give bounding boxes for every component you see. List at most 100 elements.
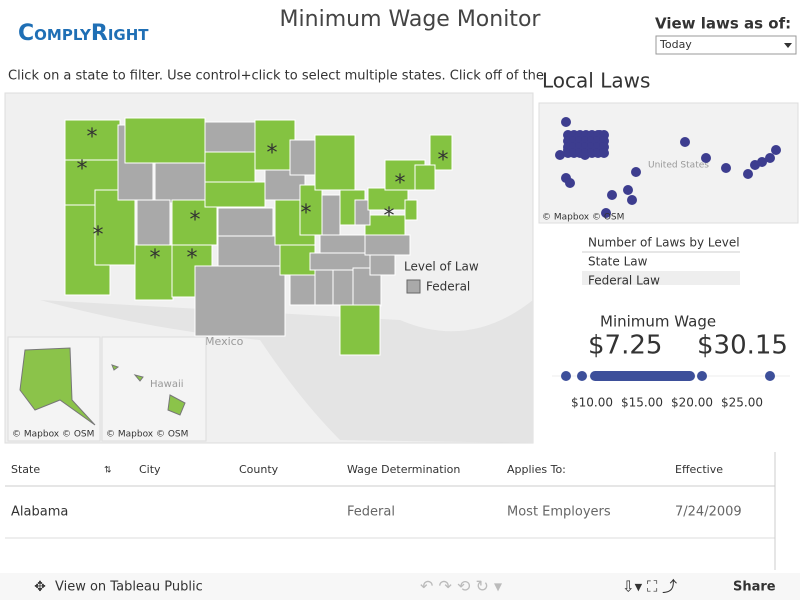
state bbox=[124, 117, 206, 164]
state bbox=[194, 265, 286, 337]
wage-low: $7.25 bbox=[588, 331, 662, 361]
sort-icon: ⇅ bbox=[104, 466, 112, 476]
state bbox=[279, 244, 316, 276]
law-marker: * bbox=[438, 148, 449, 173]
hawaii bbox=[111, 364, 186, 416]
state bbox=[314, 269, 334, 306]
state bbox=[364, 234, 411, 256]
law-dot bbox=[561, 117, 571, 127]
state bbox=[369, 254, 396, 276]
state bbox=[309, 252, 376, 271]
state bbox=[217, 207, 274, 237]
law-marker: * bbox=[150, 246, 161, 271]
law-marker: * bbox=[93, 223, 104, 248]
law-marker: * bbox=[395, 171, 406, 196]
law-marker: * bbox=[267, 141, 278, 166]
state bbox=[414, 164, 436, 191]
wage-tick: $20.00 bbox=[671, 396, 713, 410]
state bbox=[217, 235, 284, 267]
alaska bbox=[19, 347, 96, 426]
state bbox=[339, 304, 381, 356]
state bbox=[321, 194, 341, 236]
state bbox=[204, 151, 256, 183]
law-dot bbox=[601, 208, 611, 218]
state bbox=[332, 269, 354, 306]
level-item[interactable]: State Law bbox=[588, 255, 648, 269]
law-dot bbox=[771, 145, 781, 155]
state bbox=[319, 234, 371, 254]
law-dot bbox=[631, 167, 641, 177]
table-header: City bbox=[139, 463, 161, 476]
wage-tick: $10.00 bbox=[571, 396, 613, 410]
table-header: State bbox=[11, 463, 40, 476]
toolbar-icons: ↶ ↷ ⟲ ↻ ▾ bbox=[420, 577, 502, 596]
toolbar-icons: ⇩▾ ⛶ ⤴ bbox=[622, 578, 677, 596]
wage-high: $30.15 bbox=[697, 331, 788, 361]
level-title: Number of Laws by Level bbox=[588, 236, 740, 250]
share[interactable]: Share bbox=[733, 580, 776, 595]
legend-swatch bbox=[406, 279, 421, 294]
attribution: © Mapbox © OSM bbox=[12, 430, 94, 440]
law-marker: * bbox=[190, 208, 201, 233]
state bbox=[154, 162, 206, 204]
law-dot bbox=[721, 163, 731, 173]
attribution: © Mapbox © OSM bbox=[542, 213, 624, 223]
wage-tick: $15.00 bbox=[621, 396, 663, 410]
map-label: Hawaii bbox=[150, 379, 184, 390]
table-header: Applies To: bbox=[507, 463, 566, 476]
law-marker: * bbox=[187, 246, 198, 271]
table-header: Wage Determination bbox=[347, 463, 460, 476]
state bbox=[314, 134, 356, 191]
law-dot bbox=[757, 157, 767, 167]
law-marker: * bbox=[87, 125, 98, 150]
attribution: © Mapbox © OSM bbox=[106, 430, 188, 440]
state bbox=[354, 199, 371, 226]
law-dot bbox=[627, 195, 637, 205]
date-value: Today bbox=[659, 38, 692, 51]
table-cell: Most Employers bbox=[507, 505, 611, 520]
map-label: Mexico bbox=[205, 335, 244, 348]
hawaii-inset bbox=[101, 336, 207, 442]
legend-item: Federal bbox=[426, 280, 470, 294]
state bbox=[429, 134, 453, 171]
law-dot bbox=[599, 148, 609, 158]
law-dot bbox=[607, 190, 617, 200]
table-cell: Alabama bbox=[11, 505, 68, 520]
title: Minimum Wage Monitor bbox=[280, 7, 542, 32]
law-dot bbox=[743, 169, 753, 179]
law-dot bbox=[680, 137, 690, 147]
state bbox=[94, 189, 136, 266]
dropdown-arrow bbox=[784, 43, 792, 48]
state bbox=[404, 199, 418, 221]
icon: ✥ bbox=[34, 579, 46, 595]
state bbox=[134, 244, 174, 301]
local-title: Local Laws bbox=[542, 69, 650, 93]
land bbox=[40, 300, 533, 443]
law-dot bbox=[555, 150, 565, 160]
state bbox=[136, 199, 171, 246]
wage-title: Minimum Wage bbox=[600, 313, 716, 331]
law-marker: * bbox=[384, 204, 395, 229]
level-item[interactable]: Federal Law bbox=[588, 274, 660, 288]
wage-tick: $25.00 bbox=[721, 396, 763, 410]
law-dot bbox=[623, 185, 633, 195]
law-marker: * bbox=[301, 201, 312, 226]
map-label: United States bbox=[648, 161, 709, 171]
instruction: Click on a state to filter. Use control+… bbox=[8, 69, 544, 84]
table-cell: Federal bbox=[347, 505, 395, 520]
table-header: Effective bbox=[675, 463, 723, 476]
view-link[interactable]: View on Tableau Public bbox=[55, 580, 203, 595]
state bbox=[204, 181, 266, 208]
law-dot bbox=[565, 178, 575, 188]
date-dropdown[interactable] bbox=[655, 35, 797, 55]
state bbox=[204, 121, 256, 153]
law-marker: * bbox=[77, 157, 88, 182]
law-dot bbox=[765, 153, 775, 163]
table-header: County bbox=[239, 463, 279, 476]
date-label: View laws as of: bbox=[655, 15, 791, 33]
law-dot bbox=[701, 153, 711, 163]
legend-title: Level of Law bbox=[404, 260, 479, 274]
logo: ComplyRight bbox=[18, 21, 149, 46]
table-cell: 7/24/2009 bbox=[675, 505, 742, 520]
